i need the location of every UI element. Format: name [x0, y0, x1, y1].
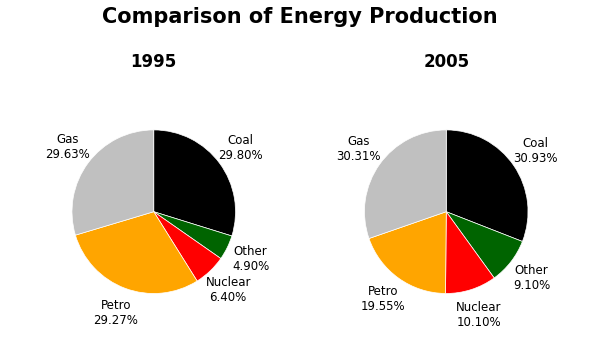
- Text: Other
4.90%: Other 4.90%: [232, 245, 269, 273]
- Text: Comparison of Energy Production: Comparison of Energy Production: [102, 7, 498, 27]
- Text: Coal
30.93%: Coal 30.93%: [513, 137, 557, 165]
- Text: Coal
29.80%: Coal 29.80%: [218, 134, 263, 162]
- Text: Nuclear
10.10%: Nuclear 10.10%: [457, 301, 502, 329]
- Wedge shape: [72, 130, 154, 235]
- Wedge shape: [446, 212, 494, 293]
- Wedge shape: [446, 130, 528, 241]
- Wedge shape: [369, 212, 446, 293]
- Text: Gas
30.31%: Gas 30.31%: [336, 135, 380, 163]
- Title: 1995: 1995: [131, 53, 177, 71]
- Text: Other
9.10%: Other 9.10%: [513, 264, 550, 292]
- Text: Gas
29.63%: Gas 29.63%: [45, 133, 89, 161]
- Wedge shape: [446, 212, 523, 278]
- Title: 2005: 2005: [423, 53, 469, 71]
- Wedge shape: [154, 130, 236, 236]
- Text: Petro
19.55%: Petro 19.55%: [361, 285, 406, 313]
- Text: Nuclear
6.40%: Nuclear 6.40%: [205, 276, 251, 304]
- Wedge shape: [154, 212, 232, 258]
- Wedge shape: [76, 212, 197, 293]
- Wedge shape: [154, 212, 221, 281]
- Wedge shape: [364, 130, 446, 238]
- Text: Petro
29.27%: Petro 29.27%: [93, 299, 138, 327]
